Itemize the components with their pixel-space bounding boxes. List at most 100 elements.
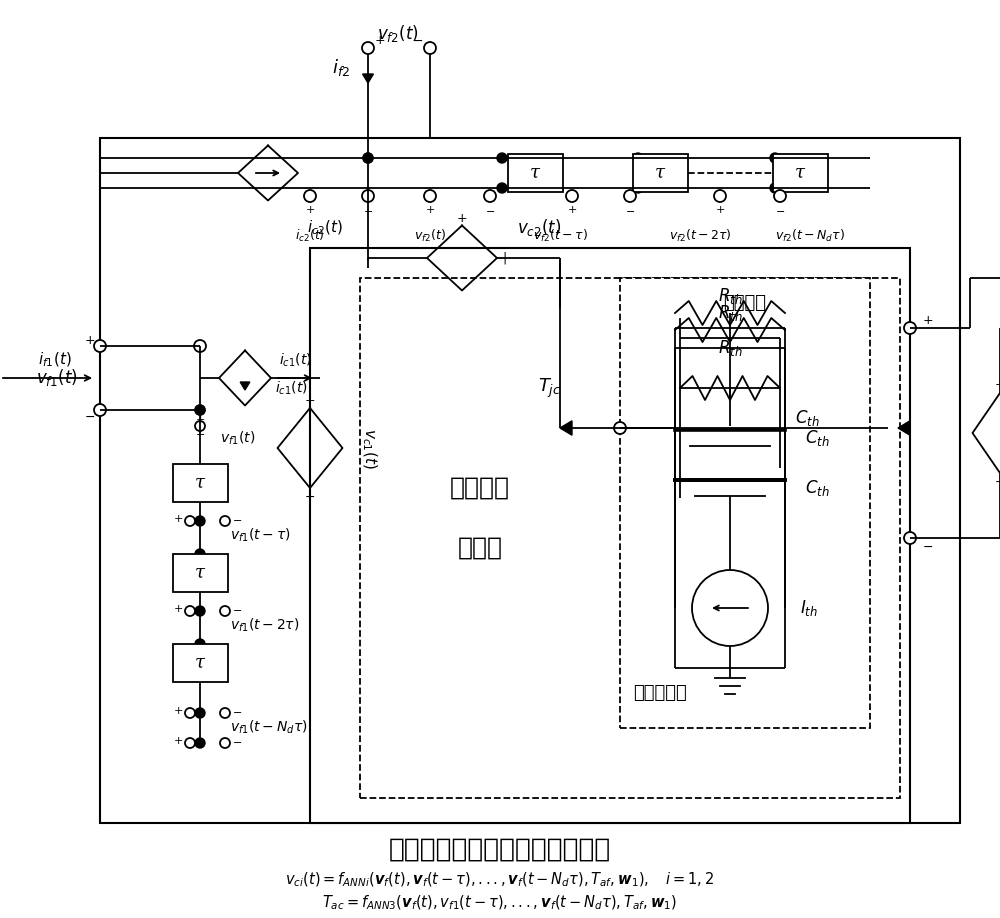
Bar <box>772 154 828 192</box>
Circle shape <box>304 190 316 202</box>
Text: $|$: $|$ <box>502 250 506 266</box>
Circle shape <box>424 190 436 202</box>
Text: $T_{jc}$: $T_{jc}$ <box>538 376 562 399</box>
Text: $-$: $-$ <box>994 475 1000 487</box>
Circle shape <box>770 153 780 163</box>
Text: $-$: $-$ <box>363 205 373 215</box>
Text: +: + <box>457 211 467 225</box>
Circle shape <box>220 606 230 616</box>
Circle shape <box>633 183 643 193</box>
Circle shape <box>195 738 205 748</box>
Text: +: + <box>195 415 205 425</box>
Circle shape <box>714 190 726 202</box>
Text: +: + <box>173 604 183 614</box>
Text: 电热特性: 电热特性 <box>450 476 510 500</box>
Text: $i_{c2}(t)$: $i_{c2}(t)$ <box>307 218 343 237</box>
Circle shape <box>614 422 626 434</box>
Circle shape <box>94 404 106 416</box>
Bar <box>173 644 228 682</box>
Text: $-$: $-$ <box>232 736 242 746</box>
Text: $i_{f2}$: $i_{f2}$ <box>332 58 350 79</box>
Text: $-$: $-$ <box>304 489 316 502</box>
Circle shape <box>904 322 916 334</box>
Circle shape <box>185 738 195 748</box>
Text: $v_{f1}(t-\tau)$: $v_{f1}(t-\tau)$ <box>230 526 291 543</box>
Text: $-$: $-$ <box>922 540 934 553</box>
Bar <box>173 464 228 502</box>
Text: $T_{ac} = f_{ANN3}(\boldsymbol{v}_f(t), v_{f1}(t-\tau),...,\boldsymbol{v}_f(t-N_: $T_{ac} = f_{ANN3}(\boldsymbol{v}_f(t), … <box>322 894 678 912</box>
Text: +: + <box>173 736 183 746</box>
Bar <box>633 154 688 192</box>
Text: 动态神经网络空间映射电热模型: 动态神经网络空间映射电热模型 <box>389 837 611 863</box>
Text: $v_{c2}(t)$: $v_{c2}(t)$ <box>517 218 561 239</box>
Text: $-$: $-$ <box>412 33 424 47</box>
Circle shape <box>195 516 205 526</box>
Text: $v_{f2}(t)$: $v_{f2}(t)$ <box>414 228 446 244</box>
Text: $I_{th}$: $I_{th}$ <box>800 598 818 618</box>
Circle shape <box>362 42 374 54</box>
Text: +: + <box>173 514 183 524</box>
Text: $v_{f1}(t)$: $v_{f1}(t)$ <box>220 430 255 447</box>
Bar <box>100 138 960 823</box>
Circle shape <box>185 516 195 526</box>
Text: $-$: $-$ <box>84 409 96 422</box>
Text: $-$: $-$ <box>232 604 242 614</box>
Bar <box>508 154 562 192</box>
Text: 电热粗模型: 电热粗模型 <box>633 684 687 702</box>
Circle shape <box>195 549 205 559</box>
Text: +: + <box>923 314 933 327</box>
Text: +: + <box>305 394 315 407</box>
Text: +: + <box>375 33 385 47</box>
Polygon shape <box>363 74 373 83</box>
Text: $v_{c1}(t)$: $v_{c1}(t)$ <box>360 428 378 468</box>
Text: $\tau$: $\tau$ <box>194 474 206 492</box>
Text: 子电路: 子电路 <box>458 536 503 560</box>
Bar <box>620 278 870 728</box>
Text: $R_{th}$: $R_{th}$ <box>718 303 742 323</box>
Text: $C_{th}$: $C_{th}$ <box>805 478 830 498</box>
Text: $C_{th}$: $C_{th}$ <box>795 408 820 428</box>
Circle shape <box>566 190 578 202</box>
Text: $\tau$: $\tau$ <box>654 164 666 182</box>
Circle shape <box>424 42 436 54</box>
Text: $\tau$: $\tau$ <box>794 164 806 182</box>
Circle shape <box>195 639 205 649</box>
Circle shape <box>363 153 373 163</box>
Bar <box>360 278 900 798</box>
Text: +: + <box>173 706 183 716</box>
Text: $i_{c1}(t)$: $i_{c1}(t)$ <box>275 379 308 397</box>
Circle shape <box>363 153 373 163</box>
Circle shape <box>362 190 374 202</box>
Text: +: + <box>305 205 315 215</box>
Circle shape <box>220 708 230 718</box>
Text: $-$: $-$ <box>232 706 242 716</box>
Circle shape <box>195 421 205 431</box>
Text: $v_{f2}(t-N_d\tau)$: $v_{f2}(t-N_d\tau)$ <box>775 228 845 244</box>
Text: $-$: $-$ <box>775 205 785 215</box>
Bar <box>173 554 228 592</box>
Circle shape <box>624 190 636 202</box>
Text: $R_{th}$: $R_{th}$ <box>718 338 742 358</box>
Circle shape <box>633 153 643 163</box>
Circle shape <box>220 738 230 748</box>
Circle shape <box>497 183 507 193</box>
Text: $v_{f2}(t)$: $v_{f2}(t)$ <box>377 24 419 44</box>
Polygon shape <box>898 420 910 435</box>
Polygon shape <box>240 382 250 390</box>
Circle shape <box>770 183 780 193</box>
Circle shape <box>904 532 916 544</box>
Text: +: + <box>715 205 725 215</box>
Text: $v_{f2}(t-2\tau)$: $v_{f2}(t-2\tau)$ <box>669 228 731 244</box>
Circle shape <box>195 405 205 415</box>
Text: $v_{ci}(t) = f_{ANNi}(\boldsymbol{v}_f(t), \boldsymbol{v}_f(t-\tau),...,\boldsym: $v_{ci}(t) = f_{ANNi}(\boldsymbol{v}_f(t… <box>285 871 715 890</box>
Circle shape <box>195 341 205 351</box>
Circle shape <box>195 606 205 616</box>
Text: $\tau$: $\tau$ <box>529 164 541 182</box>
Circle shape <box>185 708 195 718</box>
Bar <box>310 248 910 823</box>
Text: $v_{f1}(t-2\tau)$: $v_{f1}(t-2\tau)$ <box>230 616 299 633</box>
Polygon shape <box>363 259 373 268</box>
Circle shape <box>220 516 230 526</box>
Polygon shape <box>560 420 572 435</box>
Text: $-$: $-$ <box>625 205 635 215</box>
